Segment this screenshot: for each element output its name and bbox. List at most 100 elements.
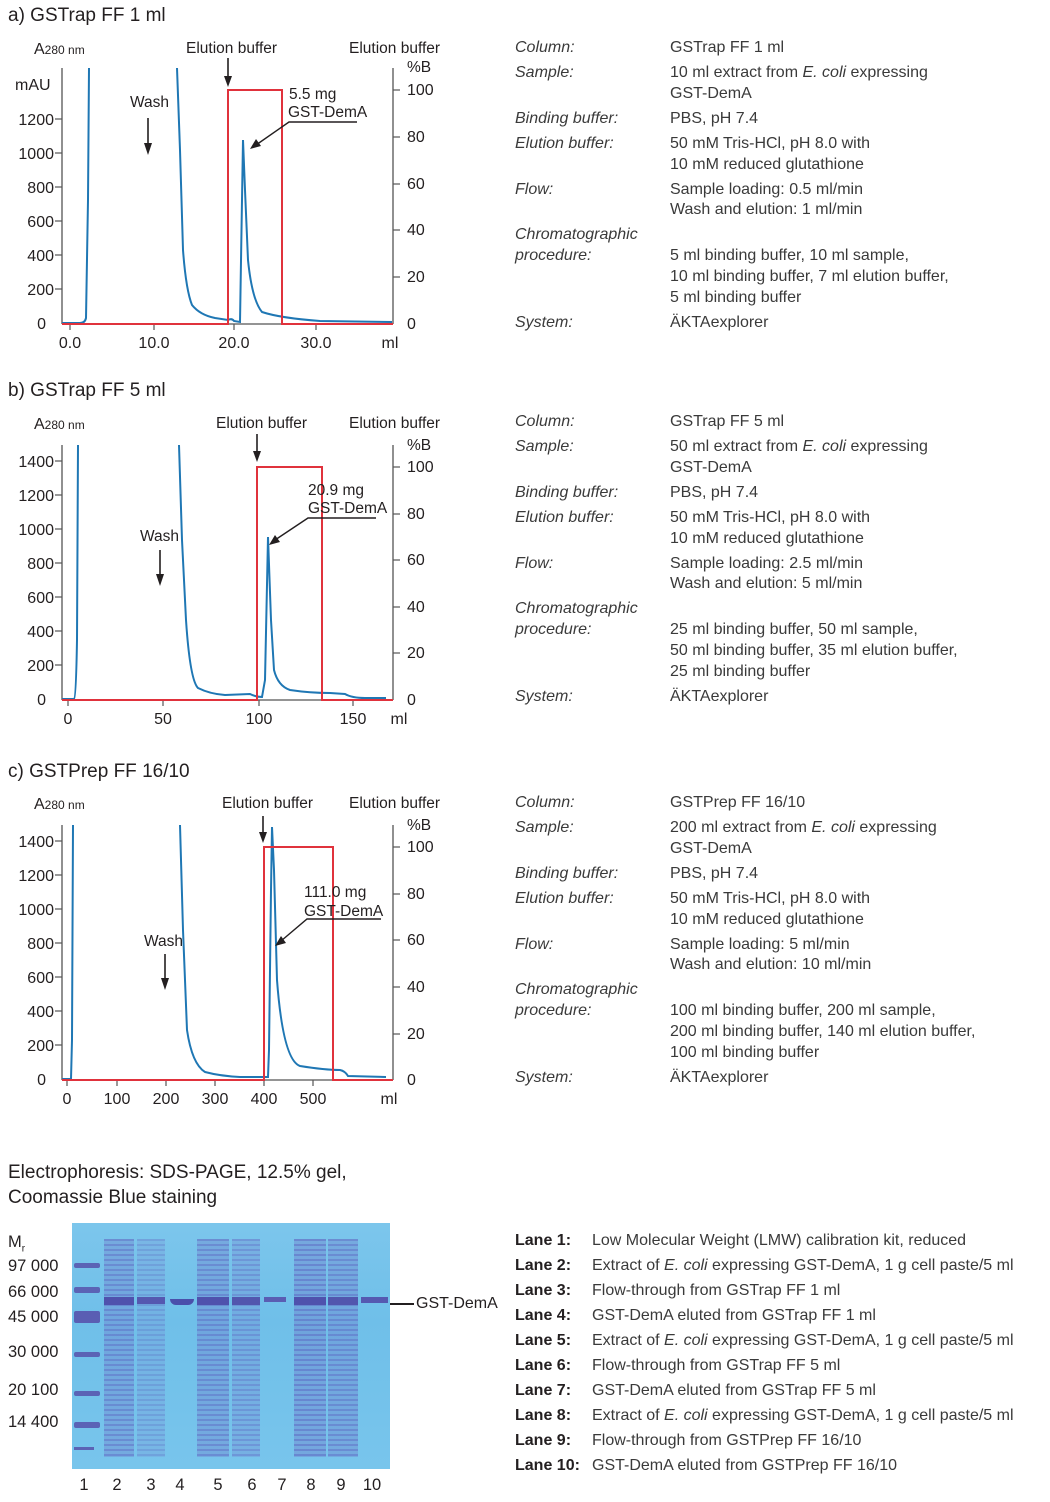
gradient-trace	[62, 466, 393, 701]
svg-text:200: 200	[27, 658, 54, 675]
legend-item: Lane 3: Flow-through from GSTrap FF 1 ml	[515, 1282, 841, 1299]
svg-text:0: 0	[64, 711, 73, 728]
y-axis-label: A280 nm	[34, 796, 85, 813]
gel-lane-3	[137, 1239, 165, 1457]
gel-lane-10	[361, 1239, 388, 1457]
marker-45000: 45 000	[8, 1308, 59, 1326]
lane-number: 9	[336, 1476, 346, 1494]
gst-dema-label: GST-DemA	[390, 1295, 498, 1313]
gel-lane-8	[294, 1239, 326, 1457]
lane-number: 6	[247, 1476, 257, 1494]
svg-text:100: 100	[246, 711, 273, 728]
elution-arrow-label: Elution buffer	[222, 795, 313, 812]
right-axis-title: Elution buffer	[349, 40, 440, 57]
lane-number: 10	[362, 1476, 382, 1494]
svg-text:50: 50	[154, 711, 172, 728]
gel-lane-5	[197, 1239, 229, 1457]
svg-text:1000: 1000	[18, 902, 54, 919]
svg-text:150: 150	[340, 711, 367, 728]
marker-97000: 97 000	[8, 1257, 59, 1275]
svg-text:20.0: 20.0	[218, 335, 249, 352]
svg-text:100: 100	[407, 82, 434, 99]
wash-arrow-icon	[156, 550, 164, 586]
wash-arrow-icon	[161, 954, 169, 990]
info-table-c: Column: GSTPrep FF 16/10 Sample: 200 ml ex…	[515, 794, 976, 1086]
peak-arrow-icon	[275, 918, 381, 946]
right-axis-title: Elution buffer	[349, 795, 440, 812]
legend-item: Lane 1: Low Molecular Weight (LMW) calibr…	[515, 1232, 967, 1249]
chart-c-svg: A280 nm Elution buffer Elution buffer %B…	[18, 795, 440, 1108]
svg-text:1200: 1200	[18, 868, 54, 885]
svg-text:600: 600	[27, 590, 54, 607]
svg-text:20: 20	[407, 1026, 425, 1043]
marker-30000: 30 000	[8, 1343, 59, 1361]
legend-item: Lane 9: Flow-through from GSTPrep FF 16/1…	[515, 1432, 862, 1449]
svg-text:0.0: 0.0	[59, 335, 81, 352]
legend-item: Lane 10: GST-DemA eluted from GSTPrep FF …	[515, 1457, 897, 1474]
svg-text:40: 40	[407, 979, 425, 996]
svg-text:ml: ml	[381, 1091, 398, 1108]
svg-text:40: 40	[407, 599, 425, 616]
lane-number: 5	[213, 1476, 223, 1494]
gel-lane-2	[104, 1239, 134, 1457]
right-axis-unit: %B	[407, 59, 431, 76]
svg-text:1000: 1000	[18, 522, 54, 539]
peak-amount: 5.5 mg	[289, 86, 336, 103]
svg-text:30.0: 30.0	[300, 335, 331, 352]
svg-text:200: 200	[153, 1091, 180, 1108]
svg-text:0: 0	[37, 692, 46, 709]
svg-text:800: 800	[27, 936, 54, 953]
legend-item: Lane 5: Extract of E. coli expressing GST…	[515, 1332, 1014, 1349]
marker-14400: 14 400	[8, 1413, 59, 1431]
svg-text:1200: 1200	[18, 112, 54, 129]
svg-text:800: 800	[27, 180, 54, 197]
gel-lane-9	[328, 1239, 358, 1457]
wash-label: Wash	[144, 933, 183, 950]
gel-lane-1	[74, 1239, 100, 1457]
svg-text:200: 200	[27, 282, 54, 299]
peak-amount: 20.9 mg	[308, 482, 364, 499]
gradient-trace	[62, 846, 393, 1081]
peak-protein: GST-DemA	[288, 104, 368, 121]
gel-lane-6	[232, 1239, 260, 1457]
right-axis-unit: %B	[407, 817, 431, 834]
svg-text:100: 100	[407, 459, 434, 476]
svg-text:0: 0	[407, 316, 416, 333]
svg-text:100: 100	[104, 1091, 131, 1108]
svg-text:500: 500	[300, 1091, 327, 1108]
band-pointer-line	[390, 1303, 414, 1305]
svg-text:0: 0	[37, 1072, 46, 1089]
svg-text:0: 0	[407, 692, 416, 709]
chart-a-svg: A280 nm mAU Elution buffer Elution buffe…	[15, 40, 440, 352]
peak-protein: GST-DemA	[304, 903, 384, 920]
mr-label: Mr	[8, 1233, 26, 1255]
peak-amount: 111.0 mg	[304, 884, 366, 901]
gel-title: Electrophoresis: SDS-PAGE, 12.5% gel, Co…	[8, 1162, 347, 1208]
svg-text:1200: 1200	[18, 488, 54, 505]
legend-item: Lane 2: Extract of E. coli expressing GST…	[515, 1257, 1014, 1274]
peak-arrow-icon	[250, 121, 357, 149]
gel-image	[72, 1223, 390, 1469]
svg-text:300: 300	[202, 1091, 229, 1108]
gst-dema-band	[104, 1297, 388, 1305]
svg-text:400: 400	[251, 1091, 278, 1108]
right-axis-unit: %B	[407, 437, 431, 454]
gel-lane-4	[168, 1239, 194, 1457]
chart-b: A280 nm Elution buffer Elution buffer %B…	[0, 405, 470, 755]
gel-lane-7	[263, 1239, 287, 1457]
svg-text:20: 20	[407, 645, 425, 662]
panel-b-title: b) GSTrap FF 5 ml	[8, 380, 166, 401]
uv-trace	[62, 67, 393, 324]
svg-text:600: 600	[27, 970, 54, 987]
svg-text:800: 800	[27, 556, 54, 573]
svg-text:1000: 1000	[18, 146, 54, 163]
chart-b-svg: A280 nm Elution buffer Elution buffer %B…	[18, 415, 440, 728]
svg-text:400: 400	[27, 1004, 54, 1021]
svg-text:600: 600	[27, 214, 54, 231]
svg-text:200: 200	[27, 1038, 54, 1055]
y-axis-label: A280 nm	[34, 416, 85, 433]
info-table-b: Column: GSTrap FF 5 ml Sample: 50 ml extra…	[515, 413, 958, 705]
svg-text:ml: ml	[382, 335, 399, 352]
svg-text:60: 60	[407, 176, 425, 193]
svg-text:80: 80	[407, 129, 425, 146]
